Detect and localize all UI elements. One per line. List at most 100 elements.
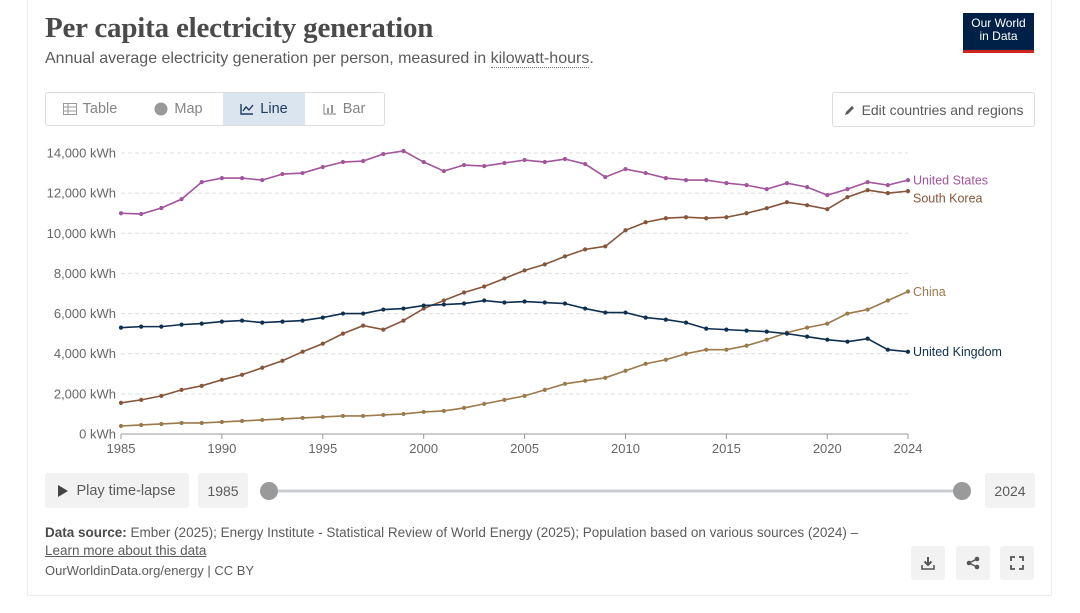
data-point [219,175,224,181]
data-point [825,193,830,198]
data-point [421,306,426,311]
x-tick-label: 2010 [611,441,640,456]
y-tick-label: 8,000 kWh [54,266,116,281]
data-point [845,187,850,192]
data-point [724,327,729,332]
data-point [905,349,911,354]
data-point [623,310,628,315]
download-button[interactable] [911,546,945,580]
tab[interactable]: Map [134,93,223,125]
data-point [764,206,769,211]
data-point [199,180,204,185]
data-point [805,185,810,190]
series-label: United Kingdom [913,345,1002,359]
data-point [825,337,830,342]
data-point [522,299,527,304]
data-point [583,247,588,252]
tab[interactable]: Table [46,93,134,125]
tab-label: Table [82,101,118,117]
data-point [361,311,366,316]
data-point [361,323,366,328]
data-point [805,334,810,339]
series-line [120,189,909,404]
data-point [159,393,164,398]
data-point [118,211,124,216]
data-point [885,183,890,188]
data-point [764,329,769,334]
data-point [340,311,346,316]
data-point [704,347,709,352]
data-point [704,326,709,331]
data-point [542,262,547,267]
data-point [461,405,467,411]
fullscreen-button[interactable] [1000,546,1034,580]
chart: 0 kWh 2,000 kWh 4,000 kWh 6,000 kWh 8,000 kW… [47,146,1002,457]
data-point [603,244,608,249]
data-point [825,207,830,212]
data-point [381,307,386,312]
data-point [260,320,265,325]
data-point [784,200,790,205]
data-point [744,343,749,348]
learn-more[interactable]: Learn more about this data [45,543,207,558]
data-point [280,358,285,363]
start-year[interactable]: 1985 [198,473,248,508]
data-point [885,347,890,352]
data-point [421,409,426,415]
data-point [663,317,668,322]
data-point [502,300,507,305]
data-point [482,298,487,303]
data-point [663,216,668,221]
subtitle-end: . [589,50,594,67]
data-point [239,175,245,181]
data-point [764,337,769,342]
tab[interactable]: Line [223,93,305,125]
data-point [441,302,446,307]
tab[interactable]: Bar [305,93,383,125]
data-point [603,310,608,315]
edit-button[interactable]: Edit countries and regions [832,92,1035,127]
data-point [603,375,608,380]
data-point [522,268,527,273]
icon [323,104,336,115]
data-point [562,381,568,386]
x-tick-label: 2015 [712,441,741,456]
data-point [522,393,527,398]
data-point [118,423,124,429]
data-point [421,303,426,308]
data-point [643,170,648,176]
data-point [401,306,406,311]
logo-line: Our World [971,16,1026,30]
data-point [461,290,467,295]
data-point [482,284,487,289]
series-label: China [913,285,946,299]
data-point [502,397,507,402]
logo[interactable]: Our World in Data [963,13,1034,53]
data-point [118,400,124,405]
data-point [724,215,729,220]
play-button[interactable]: Play time-lapse [45,473,189,508]
source: Data source: Ember (2025); Energy Instit… [45,525,858,540]
icon [844,105,854,115]
data-point [461,301,467,306]
share-button[interactable] [956,546,990,580]
data-point [320,341,325,346]
source-label: Data source: [45,525,127,540]
data-point [744,183,749,188]
data-point [502,160,507,166]
end-year[interactable]: 2024 [985,473,1035,508]
tab-label: Bar [342,101,366,117]
data-point [199,321,204,326]
data-point [280,171,285,177]
data-point [199,420,204,426]
data-point [300,170,305,176]
data-point [583,378,588,383]
data-point [139,211,144,217]
subtitle-link[interactable]: kilowatt-hours [490,50,590,68]
slider[interactable] [255,478,980,504]
data-point [905,177,911,183]
series-line [120,150,909,215]
data-point [805,325,810,330]
data-point [522,157,527,163]
data-point [219,419,224,425]
